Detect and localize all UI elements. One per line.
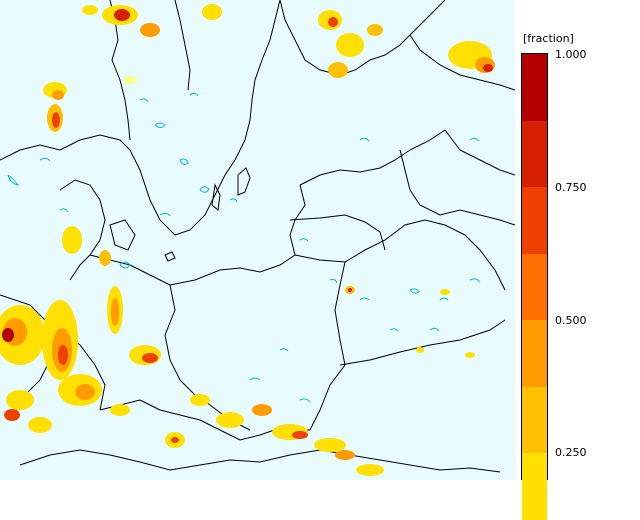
colorbar-segment [522,54,547,121]
fraction-contours [7,92,481,403]
colorbar-segment [522,386,547,453]
legend-tick-label: 1.000 [555,48,587,61]
fraction-patches [0,4,495,476]
legend-tick-label: 0.750 [555,181,587,194]
colorbar-segment [522,453,547,520]
colorbar-segment [522,320,547,387]
map-panel [0,0,515,480]
legend-tick-label: 0.500 [555,314,587,327]
legend-tick-label: 0.250 [555,446,587,459]
colorbar [521,53,548,520]
legend-title: [fraction] [523,32,574,45]
colorbar-segment [522,187,547,254]
colorbar-segment [522,120,547,187]
colorbar-segment [522,253,547,320]
map-canvas [0,0,515,476]
color-legend: [fraction] 1.000 0.750 0.500 0.250 [515,0,640,520]
